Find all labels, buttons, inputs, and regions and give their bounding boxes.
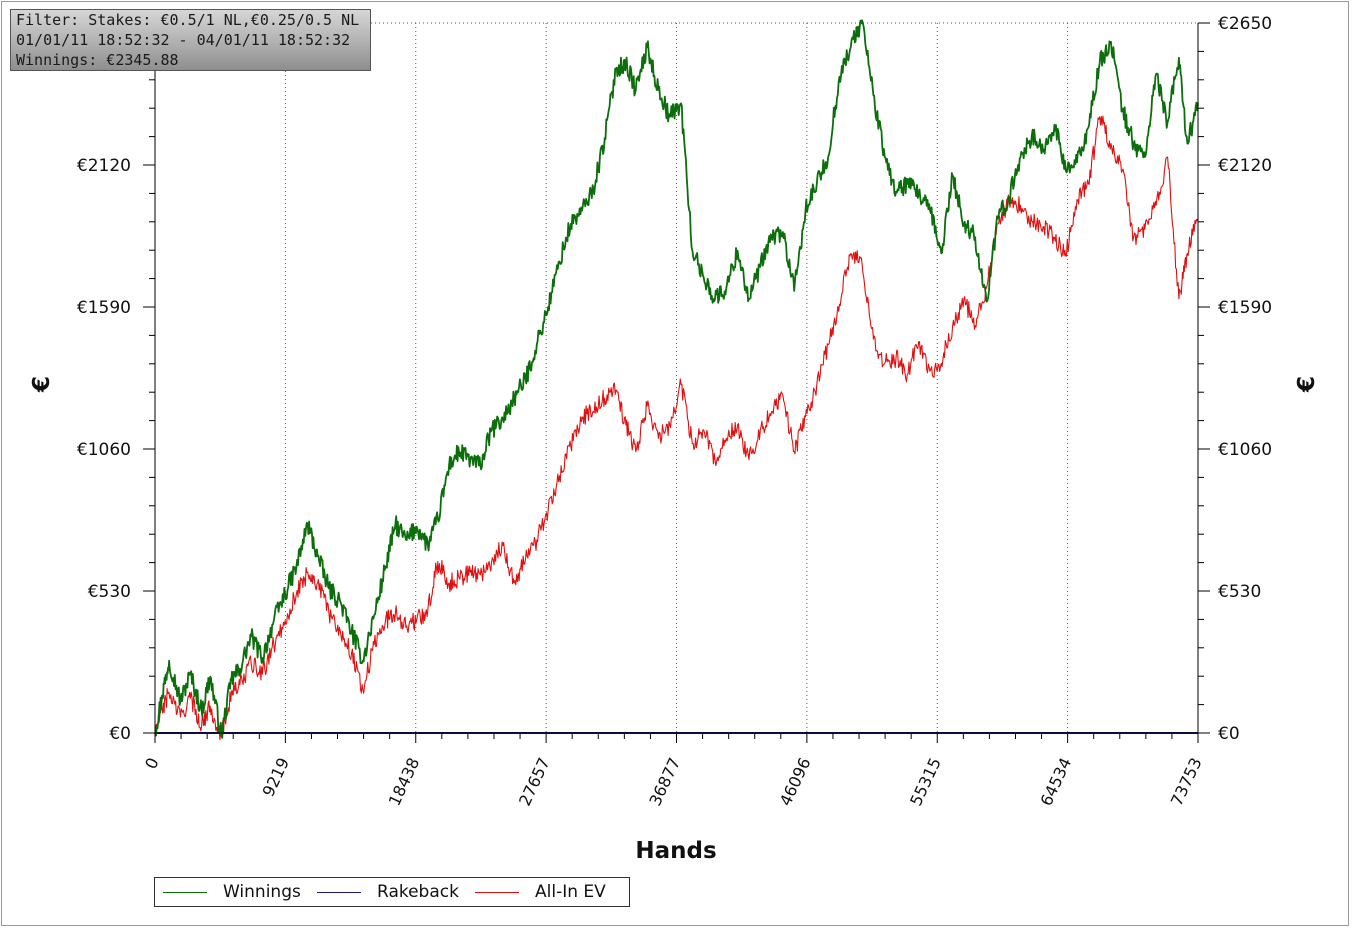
- legend-label-winnings: Winnings: [223, 882, 301, 902]
- legend-item-allin-ev: All-In EV: [475, 878, 606, 906]
- x-tick-label: 46096: [776, 755, 815, 809]
- y-tick-label-left: €0: [109, 724, 131, 744]
- y-tick-label-right: €0: [1218, 724, 1240, 744]
- x-tick-label: 9219: [259, 755, 293, 800]
- y-tick-label-right: €2120: [1218, 156, 1272, 176]
- y-axis-label-right: €: [1294, 376, 1320, 393]
- y-axis-label-left: €: [29, 376, 55, 393]
- x-tick-label: 27657: [515, 755, 554, 809]
- filter-text: Filter: Stakes: €0.5/1 NL,€0.25/0.5 NL: [16, 11, 360, 29]
- legend-item-winnings: Winnings: [163, 878, 301, 906]
- x-axis-label: Hands: [635, 838, 716, 864]
- y-tick-label-left: €1590: [77, 298, 131, 318]
- y-tick-label-left: €1060: [77, 440, 131, 460]
- legend-swatch-winnings: [163, 891, 207, 893]
- grid: [155, 22, 1199, 733]
- x-tick-label: 18438: [385, 755, 424, 809]
- legend-label-allin-ev: All-In EV: [535, 882, 606, 902]
- series-line-winnings: [154, 19, 1199, 739]
- legend: Winnings Rakeback All-In EV: [154, 877, 630, 907]
- x-tick-label: 73753: [1167, 755, 1206, 809]
- x-tick-label: 64534: [1037, 755, 1076, 809]
- y-tick-label-right: €1060: [1218, 440, 1272, 460]
- x-tick-label: 0: [141, 755, 163, 772]
- x-tick-label: 55315: [906, 755, 945, 809]
- y-tick-label-right: €2650: [1218, 14, 1272, 34]
- axes: [143, 22, 1210, 743]
- legend-swatch-allin-ev: [475, 891, 519, 893]
- y-tick-label-left: €2120: [77, 156, 131, 176]
- filter-info-box: Filter: Stakes: €0.5/1 NL,€0.25/0.5 NL 0…: [10, 9, 371, 71]
- winnings-total-text: Winnings: €2345.88: [16, 51, 179, 69]
- y-tick-label-right: €530: [1218, 582, 1261, 602]
- legend-item-rakeback: Rakeback: [317, 878, 459, 906]
- legend-label-rakeback: Rakeback: [377, 882, 459, 902]
- y-tick-label-right: €1590: [1218, 298, 1272, 318]
- date-range-text: 01/01/11 18:52:32 - 04/01/11 18:52:32: [16, 31, 351, 49]
- x-tick-label: 36877: [645, 755, 684, 809]
- legend-swatch-rakeback: [317, 891, 361, 893]
- series-line-all-in-ev: [154, 115, 1199, 741]
- y-tick-label-left: €530: [88, 582, 131, 602]
